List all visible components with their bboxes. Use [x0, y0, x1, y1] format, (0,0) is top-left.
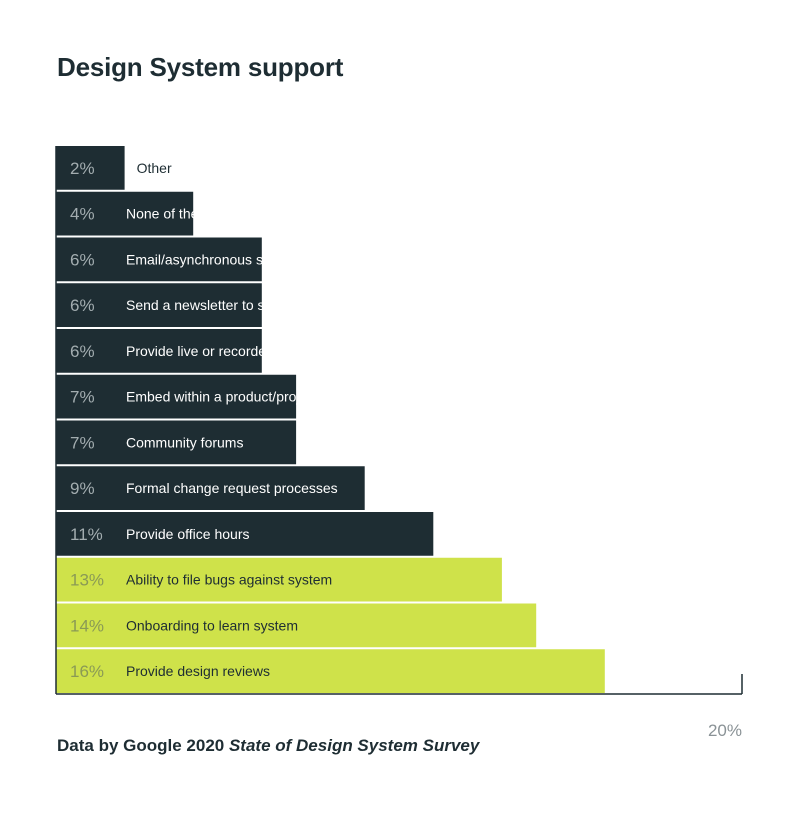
- value-label-7: 7%: [70, 433, 95, 452]
- value-label-8: 9%: [70, 479, 95, 498]
- bar-8: [56, 466, 365, 510]
- category-label-4: Send a newsletter to share additions or …: [126, 297, 423, 313]
- bar-4: [56, 283, 262, 327]
- category-label-8: Formal change request processes: [126, 480, 338, 496]
- category-label-10: Ability to file bugs against system: [126, 572, 332, 588]
- bar-1: [56, 146, 125, 190]
- bar-9: [56, 512, 434, 556]
- bar-7: [56, 420, 297, 465]
- value-label-9: 11%: [70, 525, 103, 544]
- bar-12: [56, 649, 605, 693]
- value-label-5: 6%: [70, 342, 95, 361]
- bar-11: [56, 603, 537, 648]
- category-label-9: Provide office hours: [126, 526, 249, 542]
- source-note: Data by Google 2020 State of Design Syst…: [57, 736, 479, 756]
- value-label-10: 13%: [70, 571, 104, 590]
- bar-6: [56, 374, 297, 419]
- category-label-3: Email/asynchronous support: [126, 251, 303, 267]
- category-label-7: Community forums: [126, 434, 243, 450]
- value-label-1: 2%: [70, 159, 95, 178]
- value-label-11: 14%: [70, 616, 104, 635]
- category-label-2: None of the list: [126, 206, 219, 222]
- category-label-1: Other: [137, 160, 172, 176]
- bar-5: [56, 329, 262, 373]
- chart-title: Design System support: [57, 52, 344, 82]
- category-label-5: Provide live or recorded learning sessio…: [126, 343, 386, 359]
- value-label-2: 4%: [70, 205, 95, 224]
- bar-3: [56, 237, 262, 282]
- value-label-12: 16%: [70, 662, 104, 681]
- bar-10: [56, 557, 502, 602]
- category-label-6: Embed within a product/project team: [126, 389, 353, 405]
- bar-2: [56, 191, 194, 236]
- category-label-11: Onboarding to learn system: [126, 617, 298, 633]
- value-label-6: 7%: [70, 388, 95, 407]
- category-label-12: Provide design reviews: [126, 663, 270, 679]
- x-tick-label: 20%: [708, 721, 742, 740]
- value-label-3: 6%: [70, 250, 95, 269]
- value-label-4: 6%: [70, 296, 95, 315]
- source-prefix: Data by Google 2020: [57, 736, 225, 755]
- source-title: State of Design System Survey: [228, 736, 480, 755]
